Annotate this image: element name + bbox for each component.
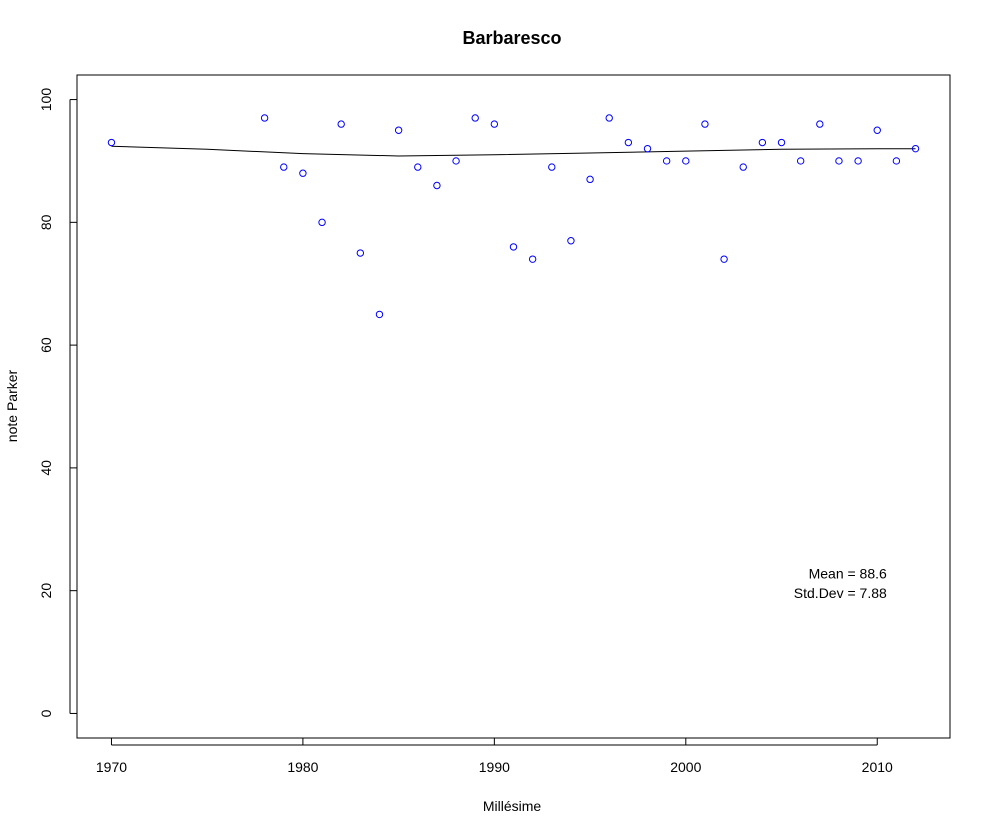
data-point — [567, 237, 575, 245]
data-point — [452, 157, 460, 165]
data-point — [643, 144, 652, 153]
data-point — [911, 144, 920, 153]
data-point — [586, 175, 594, 184]
data-point — [835, 157, 843, 165]
x-tick-label: 1970 — [96, 759, 127, 775]
x-tick-label: 1980 — [287, 759, 318, 775]
x-tick-label: 1990 — [479, 759, 510, 775]
data-point — [528, 255, 537, 263]
x-tick-label: 2000 — [670, 759, 701, 775]
data-point — [662, 157, 671, 165]
data-point — [720, 255, 728, 263]
y-tick-label: 0 — [38, 709, 54, 717]
chart-title: Barbaresco — [462, 28, 561, 48]
y-axis: 0 20 40 60 80 100 — [38, 88, 77, 717]
data-point — [280, 163, 288, 171]
data-point — [701, 120, 709, 128]
data-point — [471, 114, 479, 122]
stat-annotation: Mean = 88.6 — [809, 565, 887, 581]
plot-frame — [76, 74, 951, 739]
data-point — [892, 157, 901, 165]
data-point — [739, 163, 747, 171]
y-axis-label: note Parker — [4, 369, 20, 442]
data-point — [260, 114, 269, 122]
y-tick-label: 20 — [38, 583, 54, 599]
data-point — [854, 157, 862, 165]
data-point — [375, 310, 384, 319]
data-point — [777, 138, 786, 147]
data-point — [433, 181, 441, 190]
x-axis: 1970 1980 1990 2000 2010 — [96, 738, 893, 775]
x-tick-label: 2010 — [862, 759, 893, 775]
data-point — [605, 114, 613, 122]
data-point — [509, 243, 518, 251]
data-point — [816, 120, 824, 128]
y-tick-label: 60 — [38, 337, 54, 353]
data-point — [873, 126, 881, 134]
y-tick-label: 40 — [38, 460, 54, 476]
stats-annotations: Mean = 88.6 Std.Dev = 7.88 — [794, 565, 887, 601]
data-point — [414, 163, 422, 171]
x-axis-label: Millésime — [483, 798, 542, 814]
data-point — [548, 163, 556, 171]
data-point — [682, 157, 690, 165]
data-point — [490, 120, 499, 128]
data-point — [337, 120, 345, 128]
data-point — [796, 157, 805, 165]
data-point — [318, 218, 326, 227]
data-point — [758, 138, 767, 147]
y-tick-label: 100 — [38, 88, 54, 112]
stat-annotation: Std.Dev = 7.88 — [794, 585, 887, 601]
data-point — [356, 249, 365, 257]
y-tick-label: 80 — [38, 214, 54, 230]
data-point — [394, 126, 403, 134]
data-point — [299, 169, 307, 177]
data-point — [107, 138, 116, 147]
data-points — [107, 114, 920, 319]
data-point — [624, 138, 633, 147]
smooth-trend-line — [111, 145, 916, 157]
